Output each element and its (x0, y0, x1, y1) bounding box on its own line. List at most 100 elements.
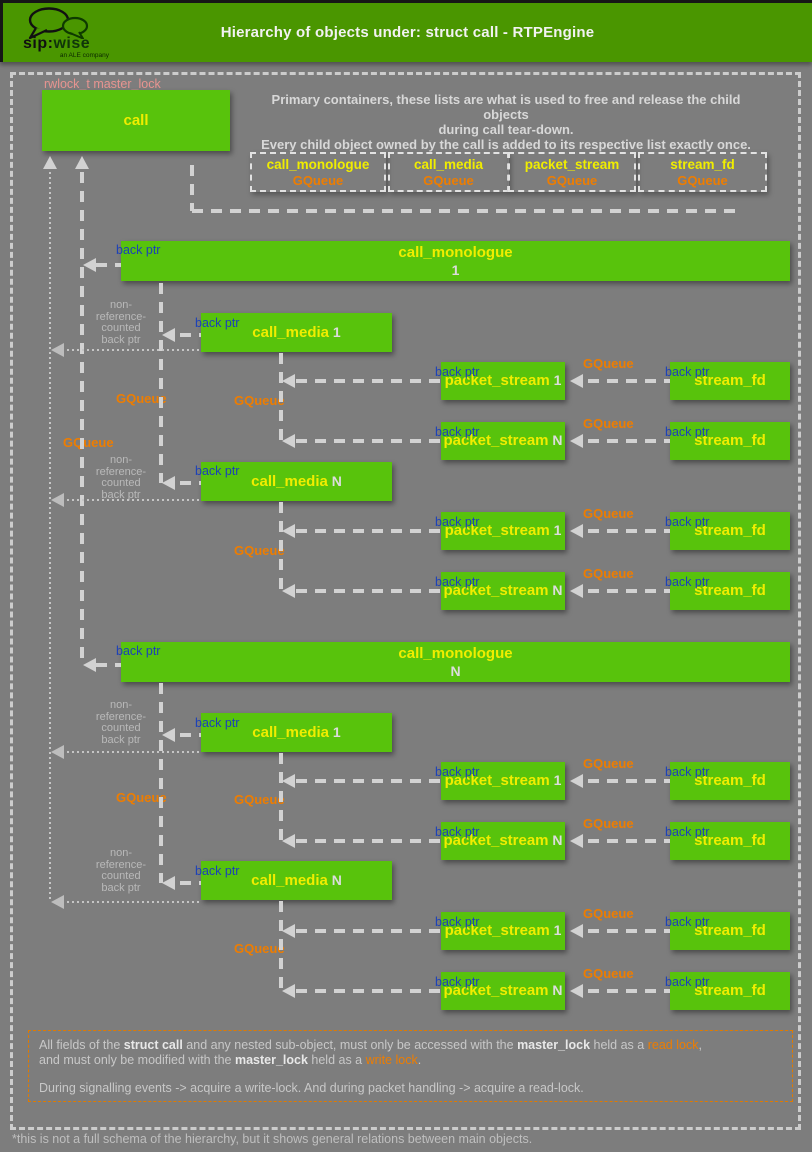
back-ptr-label: back ptr (435, 515, 480, 529)
connector-dashed (588, 379, 670, 383)
non-ref-line: non- (109, 847, 133, 859)
emphasized-term: master_lock (234, 1053, 308, 1067)
intro-line: during call tear-down. (438, 122, 574, 137)
non-ref-line: reference- (95, 465, 147, 478)
non-ref-line: back ptr (101, 733, 141, 746)
connector-dotted (62, 499, 201, 501)
node-packet-stream-na: packet_stream N (441, 422, 565, 460)
note-text: During signalling events -> acquire a wr… (39, 1081, 584, 1095)
connector-dashed (588, 929, 670, 933)
non-ref-line: back ptr (101, 333, 141, 346)
connector-dashed (296, 529, 441, 533)
node-label: packet_stream N (443, 582, 563, 599)
arrowhead-left (282, 524, 295, 538)
back-ptr-label: back ptr (435, 825, 480, 839)
primary-container-packet_stream: packet_stream GQueue (508, 152, 636, 192)
non-ref-line: counted (101, 322, 141, 334)
back-ptr-label: back ptr (435, 975, 480, 989)
back-ptr-label: back ptr (195, 864, 240, 878)
node-stream-fd-b1: stream_fd (670, 762, 790, 800)
gqueue-label: GQueue (583, 966, 634, 981)
back-ptr-label: back ptr (435, 575, 480, 589)
arrowhead-left (570, 984, 583, 998)
back-ptr-label: back ptr (435, 425, 480, 439)
arrowhead-left (162, 476, 175, 490)
arrowhead-left (282, 774, 295, 788)
non-ref-counted-back-ptr-label: non-reference-counted back ptr (69, 454, 173, 501)
arrowhead-left (282, 374, 295, 388)
back-ptr-label: back ptr (195, 316, 240, 330)
connector-dashed (192, 209, 738, 213)
node-packet-stream-nb: packet_stream N (441, 572, 565, 610)
lock-term: read lock (647, 1038, 699, 1052)
node-packet-stream-nc: packet_stream N (441, 822, 565, 860)
node-label: stream_fd (694, 432, 766, 449)
logo-tagline: an ALE company (59, 52, 109, 59)
non-ref-counted-back-ptr-label: non-reference-counted back ptr (69, 299, 173, 346)
emphasized-term: master_lock (517, 1038, 591, 1052)
connector-dotted (62, 349, 201, 351)
node-label: call_media 1 (252, 723, 341, 741)
intro-line: Primary containers, these lists are what… (271, 92, 741, 122)
node-stream-fd-a4: stream_fd (670, 572, 790, 610)
arrowhead-left (282, 984, 295, 998)
node-label: stream_fd (694, 982, 766, 999)
primary-container-call_media: call_media GQueue (388, 152, 509, 192)
connector-dashed (96, 663, 121, 667)
arrowhead-left (570, 924, 583, 938)
container-label: stream_fd (670, 157, 735, 172)
node-packet-stream-1d: packet_stream 1 (441, 912, 565, 950)
node-label: packet_stream N (443, 832, 563, 849)
node-label: packet_stream 1 (444, 922, 562, 939)
node-label: packet_stream N (443, 982, 563, 999)
primary-container-stream_fd: stream_fd GQueue (638, 152, 767, 192)
connector-dashed (588, 589, 670, 593)
arrowhead-left (570, 434, 583, 448)
connector-dashed (296, 929, 441, 933)
container-label: call_monologue (266, 157, 370, 172)
connector-dashed (190, 165, 194, 211)
non-ref-line: counted (101, 722, 141, 734)
locking-note-text: All fields of the struct call and any ne… (39, 1038, 782, 1096)
gqueue-label: GQueue (583, 816, 634, 831)
node-call-media-nb: call_media N (201, 861, 392, 900)
lock-term: write lock (365, 1053, 418, 1067)
non-ref-counted-back-ptr-label: non-reference-counted back ptr (69, 847, 173, 894)
connector-dashed (159, 283, 163, 483)
arrowhead-left (282, 434, 295, 448)
non-ref-line: non- (109, 454, 133, 466)
connector-dashed (296, 989, 441, 993)
back-ptr-label: back ptr (435, 365, 480, 379)
non-ref-line: non- (109, 699, 133, 711)
connector-dashed (296, 779, 441, 783)
node-call: call (42, 90, 230, 151)
primary-container-call_monologue: call_monologue GQueue (250, 152, 386, 192)
arrowhead-left (570, 584, 583, 598)
arrowhead-left (570, 774, 583, 788)
non-ref-line: counted (101, 477, 141, 489)
note-line: All fields of the struct call and any ne… (39, 1038, 782, 1053)
back-ptr-label: back ptr (665, 365, 710, 379)
gqueue-label: GQueue (234, 792, 285, 807)
container-gqueue-label: GQueue (292, 173, 344, 188)
back-ptr-label: back ptr (195, 464, 240, 478)
locking-note-box: All fields of the struct call and any ne… (28, 1030, 793, 1102)
node-label: packet_stream 1 (444, 372, 562, 389)
connector-dashed (279, 353, 283, 441)
connector-dotted (62, 751, 201, 753)
note-text: and any nested sub-object, must only be … (182, 1038, 518, 1052)
connector-dashed (80, 172, 84, 665)
arrowhead-left (282, 584, 295, 598)
emphasized-term: struct call (123, 1038, 183, 1052)
node-label: call_media N (251, 871, 342, 889)
connector-dashed (588, 839, 670, 843)
note-text: . (417, 1053, 422, 1067)
connector-dashed (96, 263, 121, 267)
node-label: call (123, 111, 149, 129)
connector-dashed (296, 439, 441, 443)
container-gqueue-label: GQueue (423, 173, 474, 188)
node-label: stream_fd (694, 922, 766, 939)
node-stream-fd-a3: stream_fd (670, 512, 790, 550)
non-ref-counted-back-ptr-label: non-reference-counted back ptr (69, 699, 173, 746)
